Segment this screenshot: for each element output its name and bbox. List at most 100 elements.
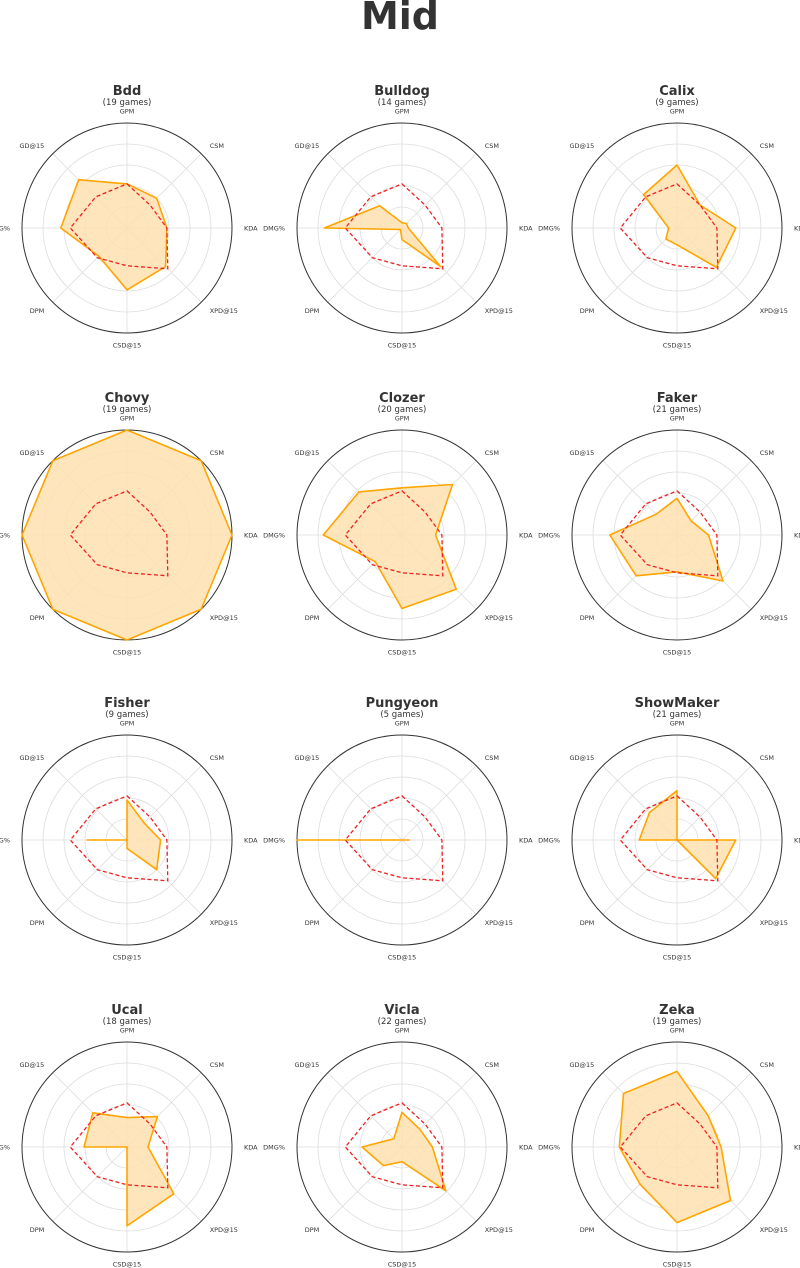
- player-series-polygon: [323, 204, 442, 268]
- axis-label-csd-15: CSD@15: [663, 1261, 691, 1268]
- axis-label-dmgpct: DMG%: [538, 225, 560, 233]
- axis-label-gpm: GPM: [395, 415, 410, 423]
- axis-label-csd-15: CSD@15: [663, 649, 691, 657]
- axis-label-dpm: DPM: [580, 614, 595, 622]
- axis-label-dpm: DPM: [305, 1226, 320, 1234]
- radar-chart-clozer: GPM CSM KDA XPD@15 CSD@15 DPM DMG% GD@15 Clozer(…: [263, 391, 533, 657]
- axis-label-kda: KDA: [519, 837, 533, 845]
- axis-label-dpm: DPM: [580, 919, 595, 927]
- player-series-polygon: [642, 164, 737, 269]
- axis-label-gd-15: GD@15: [569, 1061, 594, 1069]
- axis-label-kda: KDA: [794, 1144, 800, 1152]
- axis-label-kda: KDA: [519, 532, 533, 540]
- player-series-polygon: [322, 483, 458, 610]
- reference-series-polygon: [344, 490, 444, 577]
- reference-series-polygon: [69, 795, 169, 882]
- axis-label-dmgpct: DMG%: [538, 837, 560, 845]
- chart-title: Zeka: [659, 1003, 695, 1018]
- axis-label-csm: CSM: [485, 142, 499, 150]
- axis-label-xpd-15: XPD@15: [760, 1226, 788, 1234]
- axis-label-gpm: GPM: [395, 720, 410, 728]
- radar-chart-faker: GPM CSM KDA XPD@15 CSD@15 DPM DMG% GD@15 Faker(2…: [538, 391, 800, 657]
- axis-label-kda: KDA: [794, 532, 800, 540]
- axis-label-xpd-15: XPD@15: [485, 919, 513, 927]
- axis-label-dmgpct: DMG%: [263, 532, 285, 540]
- axis-label-gd-15: GD@15: [569, 142, 594, 150]
- axis-label-csd-15: CSD@15: [663, 342, 691, 350]
- chart-title: Vicla: [384, 1003, 419, 1018]
- axis-label-gpm: GPM: [670, 1027, 685, 1035]
- grid-spoke: [401, 765, 477, 841]
- chart-title: ShowMaker: [635, 696, 720, 711]
- chart-subtitle: (19 games): [103, 405, 152, 415]
- axis-label-csm: CSM: [210, 142, 224, 150]
- axis-label-dpm: DPM: [30, 919, 45, 927]
- chart-subtitle: (19 games): [103, 98, 152, 108]
- player-series-polygon: [618, 1070, 732, 1224]
- chart-subtitle: (9 games): [655, 98, 698, 108]
- player-series-polygon: [83, 1112, 175, 1227]
- axis-label-gd-15: GD@15: [294, 142, 319, 150]
- reference-series-polygon: [344, 1102, 444, 1189]
- radar-chart-vicla: GPM CSM KDA XPD@15 CSD@15 DPM DMG% GD@15 Vicla(2…: [263, 1003, 533, 1268]
- outer-circle: [571, 429, 783, 641]
- reference-series-polygon: [344, 183, 444, 270]
- axis-label-xpd-15: XPD@15: [760, 307, 788, 315]
- axis-label-kda: KDA: [244, 837, 258, 845]
- grid-spoke: [52, 765, 128, 841]
- axis-label-dmgpct: DMG%: [0, 225, 10, 233]
- player-series-polygon: [59, 178, 168, 291]
- axis-label-gd-15: GD@15: [294, 1061, 319, 1069]
- axis-label-xpd-15: XPD@15: [210, 919, 238, 927]
- axis-label-gpm: GPM: [395, 1027, 410, 1035]
- axis-label-xpd-15: XPD@15: [760, 919, 788, 927]
- chart-title: Fisher: [104, 696, 150, 711]
- chart-subtitle: (5 games): [380, 710, 423, 720]
- radar-chart-bdd: GPM CSM KDA XPD@15 CSD@15 DPM DMG% GD@15 Bdd(19 …: [0, 84, 258, 350]
- chart-title: Chovy: [105, 391, 150, 406]
- chart-title: Clozer: [379, 391, 425, 406]
- axis-label-kda: KDA: [244, 225, 258, 233]
- axis-label-dmgpct: DMG%: [0, 1144, 10, 1152]
- axis-label-csm: CSM: [210, 449, 224, 457]
- axis-label-kda: KDA: [794, 225, 800, 233]
- radar-chart-zeka: GPM CSM KDA XPD@15 CSD@15 DPM DMG% GD@15 Zeka(19…: [538, 1003, 800, 1268]
- grid-spoke: [401, 839, 477, 915]
- axis-label-dmgpct: DMG%: [263, 225, 285, 233]
- axis-label-dmgpct: DMG%: [0, 837, 10, 845]
- player-series-polygon: [86, 799, 162, 871]
- axis-label-gd-15: GD@15: [19, 142, 44, 150]
- chart-subtitle: (21 games): [653, 710, 702, 720]
- axis-label-csm: CSM: [210, 754, 224, 762]
- chart-title: Bdd: [113, 84, 142, 99]
- axis-label-kda: KDA: [244, 532, 258, 540]
- radar-chart-fisher: GPM CSM KDA XPD@15 CSD@15 DPM DMG% GD@15 Fisher(…: [0, 696, 258, 962]
- axis-label-dpm: DPM: [580, 307, 595, 315]
- axis-label-csm: CSM: [760, 754, 774, 762]
- axis-label-kda: KDA: [794, 837, 800, 845]
- axis-label-xpd-15: XPD@15: [210, 614, 238, 622]
- outer-circle: [21, 1041, 233, 1253]
- grid-spoke: [327, 227, 403, 303]
- axis-label-gpm: GPM: [670, 415, 685, 423]
- chart-title: Bulldog: [374, 84, 430, 99]
- axis-label-gd-15: GD@15: [294, 449, 319, 457]
- outer-circle: [21, 734, 233, 946]
- axis-label-csd-15: CSD@15: [113, 1261, 141, 1268]
- chart-subtitle: (21 games): [653, 405, 702, 415]
- axis-label-kda: KDA: [519, 225, 533, 233]
- grid-spoke: [401, 153, 477, 229]
- player-series-polygon: [638, 789, 737, 880]
- axis-label-csd-15: CSD@15: [113, 954, 141, 962]
- chart-title: Faker: [657, 391, 698, 406]
- outer-circle: [296, 122, 508, 334]
- outer-circle: [571, 122, 783, 334]
- reference-series-polygon: [619, 795, 719, 882]
- axis-label-xpd-15: XPD@15: [210, 1226, 238, 1234]
- axis-label-gpm: GPM: [120, 1027, 135, 1035]
- axis-label-gpm: GPM: [120, 108, 135, 116]
- axis-label-dpm: DPM: [305, 614, 320, 622]
- axis-label-dmgpct: DMG%: [538, 532, 560, 540]
- reference-series-polygon: [619, 1102, 719, 1189]
- outer-circle: [296, 1041, 508, 1253]
